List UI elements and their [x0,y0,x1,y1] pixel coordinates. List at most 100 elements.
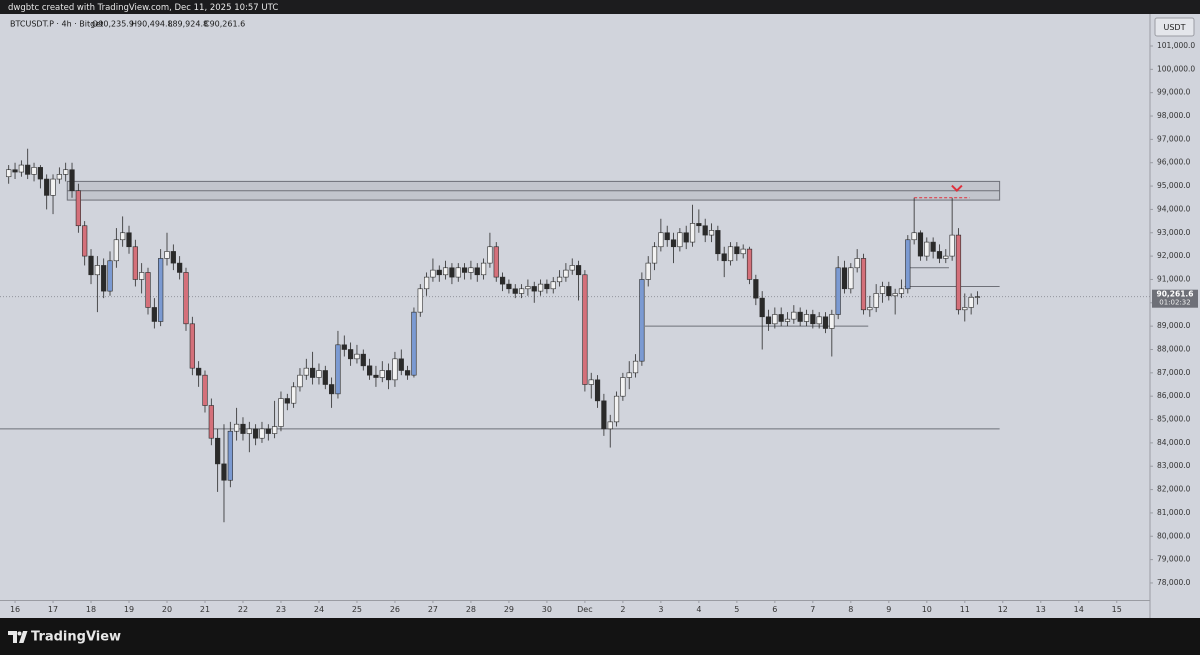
price-countdown: 01:02:32 [1159,299,1190,307]
x-tick-label: Dec [577,605,592,614]
candle-body [879,286,886,294]
candle-body [373,374,379,378]
candle-body [702,225,708,236]
candle-body [848,267,854,290]
y-tick-label: 83,000.0 [1157,461,1191,470]
candle-body [170,251,176,264]
candle-body [430,269,436,278]
candle-body [31,167,37,175]
candle-body [639,279,645,362]
y-tick-label: 93,000.0 [1157,228,1191,237]
candle-body [196,367,202,376]
candle-body [139,272,145,280]
y-tick-label: 100,000.0 [1157,64,1195,73]
candle-body [791,311,797,320]
candle-body [613,395,620,423]
y-tick-label: 96,000.0 [1157,158,1191,167]
candle-body [234,423,240,432]
candle-body [822,316,829,329]
candle-body [784,318,791,322]
candle-body [442,267,449,276]
y-tick-label: 87,000.0 [1157,368,1191,377]
candle-body [683,232,689,243]
candle-body [101,265,107,292]
x-tick-label: 30 [542,605,552,614]
candle-body [550,281,556,290]
candle-body [455,267,461,278]
candle-body [37,167,43,180]
time-axis [0,600,1150,618]
x-tick-label: 9 [886,605,891,614]
candle-body [734,246,740,255]
y-tick-label: 78,000.0 [1157,578,1191,587]
price-tag [1152,289,1198,308]
candle-body [468,267,474,273]
candle-body [778,314,784,322]
candle-body [537,283,544,292]
candle-body [816,316,822,325]
candle-body [221,463,227,481]
legend-high: H90,494.8 [131,20,173,29]
candle-body [354,353,360,360]
logo [8,631,28,643]
candle-body [18,164,24,173]
candle-body [424,276,430,290]
candle-body [436,269,442,276]
candle-body [120,232,126,241]
candle-body [829,314,835,329]
candle-body [145,272,151,308]
x-tick-label: 21 [200,605,210,614]
candle-body [892,293,898,297]
candle-body [772,314,778,325]
candle-body [63,169,69,175]
candle-body [341,344,347,350]
x-tick-label: 22 [238,605,248,614]
candle-body [493,246,499,278]
candle-body [962,307,968,311]
candle-body [797,311,803,322]
candle-body [316,370,322,378]
y-tick-label: 82,000.0 [1157,485,1191,494]
candle-body [563,269,569,278]
candle-body [544,283,550,290]
x-tick-label: 27 [428,605,438,614]
y-tick-label: 84,000.0 [1157,438,1191,447]
x-tick-label: 10 [922,605,932,614]
candle-body [329,384,335,395]
legend-low: L89,924.8 [168,20,208,29]
candle-body [594,379,601,402]
y-tick-label: 79,000.0 [1157,555,1191,564]
currency: USDT [1164,23,1186,32]
price-tag-label: 90,261.6 [1156,290,1193,299]
candle-body [620,377,626,397]
candle-body [208,405,214,439]
x-tick-label: 4 [696,605,701,614]
candle-body [386,370,392,381]
candle-body [411,311,417,376]
currency-box[interactable] [1154,17,1195,37]
candle-body [974,296,981,298]
x-tick-label: 28 [466,605,476,614]
candle-body [632,360,639,374]
candle-body [803,314,810,322]
candle-body [158,258,164,322]
candle-body [335,344,341,395]
x-tick-label: 17 [48,605,58,614]
candle-body [94,265,100,276]
x-tick-label: 8 [848,605,853,614]
candle-body [854,258,860,269]
candle-body [113,239,119,262]
candle-body [518,288,525,294]
candle-body [943,255,949,259]
candle-body [968,296,974,308]
candle-body [215,437,221,465]
candle-body [575,265,582,276]
candle-body [810,314,816,325]
candle-body [924,241,930,257]
candle-body [310,367,316,378]
legend-open: O90,235.9 [92,20,134,29]
y-tick-label: 85,000.0 [1157,415,1191,424]
candle-body [905,239,911,290]
candle-body [949,234,955,257]
x-tick-label: 5 [734,605,739,614]
